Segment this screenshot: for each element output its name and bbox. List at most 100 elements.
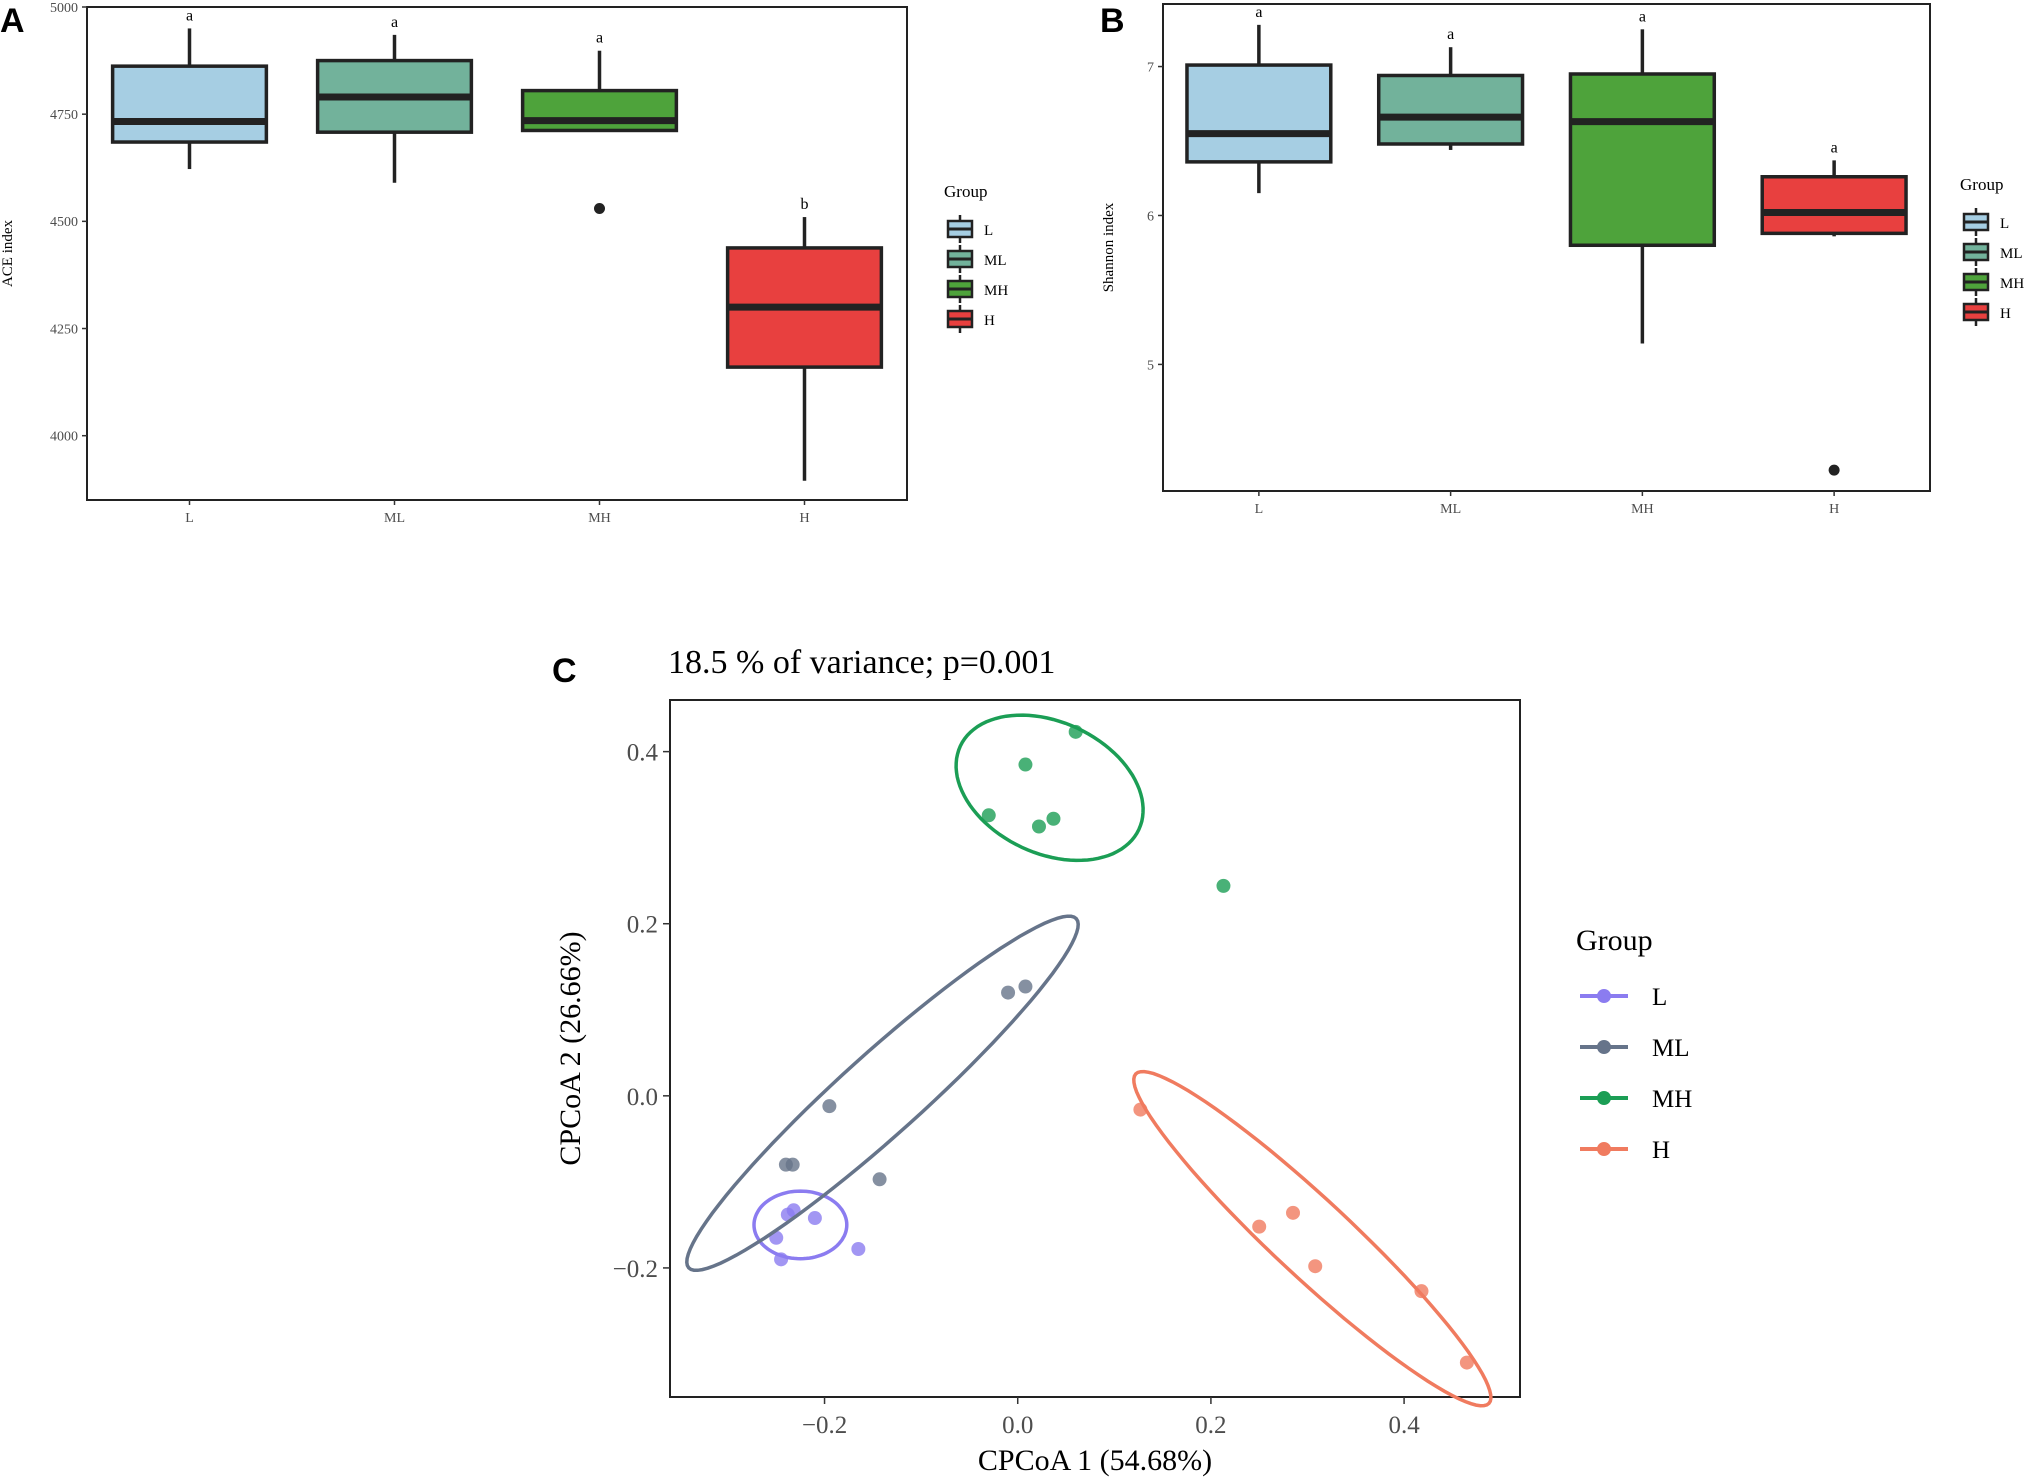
ace-legend-label-ML: ML <box>984 253 1007 269</box>
cpcoa-point-H <box>1308 1259 1323 1274</box>
shannon-ylabel: Shannon index <box>1101 202 1117 292</box>
cpcoa-title: 18.5 % of variance; p=0.001 <box>668 644 1055 681</box>
shannon-legend-title: Group <box>1960 175 2003 194</box>
cpcoa-point-MH <box>981 808 996 823</box>
shannon-box-L <box>1185 63 1333 164</box>
cpcoa-point-ML <box>872 1172 887 1187</box>
cpcoa-ellipse-H <box>1132 1069 1493 1408</box>
cpcoa-point-MH <box>1018 757 1033 772</box>
cpcoa-scatter: −0.2 0.0 0.2 0.4 −0.2 0.0 0.2 0.4 CPCoA 1 (54.68… <box>554 699 1521 1477</box>
cpcoa-point-L <box>774 1252 789 1267</box>
cpcoa-legend-dot-ML <box>1597 1040 1611 1054</box>
ace-legend: Group L ML MH H <box>944 182 1008 333</box>
panel-b-letter: B <box>1100 2 1125 40</box>
shannon-sig-letter: a <box>1447 26 1454 43</box>
cpcoa-ellipse-MH <box>954 713 1145 863</box>
shannon-xtick-label: H <box>1829 502 1839 517</box>
ace-legend-label-L: L <box>984 223 993 239</box>
cpcoa-point-MH <box>1031 819 1046 834</box>
ace-sig-letter: a <box>596 30 603 47</box>
ace-xtick-label: H <box>799 511 809 526</box>
shannon-box-ML <box>1376 73 1525 146</box>
cpcoa-point-MH <box>1046 811 1061 826</box>
shannon-ytick-label: 7 <box>1147 60 1154 75</box>
shannon-legend-label-MH: MH <box>2000 276 2024 292</box>
ace-sig-letter: a <box>186 7 193 24</box>
cpcoa-legend-label-ML: ML <box>1652 1035 1690 1062</box>
cpcoa-point-ML <box>1001 985 1016 1000</box>
ace-boxplot: 4000 4250 4500 4750 5000 ACE index a La ML a MH b H <box>0 1 908 526</box>
cpcoa-xtick-label: 0.4 <box>1388 1412 1420 1439</box>
cpcoa-point-MH <box>1216 878 1231 893</box>
ace-sig-letter: a <box>391 14 398 31</box>
cpcoa-legend: Group L ML MH H <box>1576 924 1692 1164</box>
cpcoa-point-H <box>1286 1205 1301 1220</box>
shannon-ytick-label: 5 <box>1147 358 1154 373</box>
ace-ytick-label: 4500 <box>50 215 78 230</box>
shannon-legend-label-H: H <box>2000 306 2011 322</box>
cpcoa-legend-label-L: L <box>1652 984 1667 1011</box>
ace-ytick-label: 4000 <box>50 430 78 445</box>
shannon-legend: Group L ML MH H <box>1960 175 2024 326</box>
cpcoa-point-H <box>1252 1219 1267 1234</box>
shannon-outlier <box>1828 464 1840 476</box>
ace-frame <box>86 6 908 501</box>
ace-box-MH <box>520 88 679 133</box>
cpcoa-ytick-label: 0.0 <box>627 1084 658 1111</box>
panel-c-letter: C <box>552 652 577 690</box>
cpcoa-legend-title: Group <box>1576 924 1653 957</box>
shannon-box-MH <box>1568 72 1717 248</box>
ace-legend-title: Group <box>944 182 987 201</box>
shannon-legend-label-L: L <box>2000 216 2009 232</box>
cpcoa-point-MH <box>1068 724 1083 739</box>
ace-outlier <box>594 202 605 214</box>
cpcoa-ytick-label: 0.4 <box>627 740 659 767</box>
cpcoa-ytick-label: 0.2 <box>627 912 658 939</box>
ace-xtick-label: MH <box>588 511 611 526</box>
cpcoa-point-L <box>851 1241 866 1256</box>
cpcoa-legend-label-MH: MH <box>1652 1086 1692 1113</box>
cpcoa-legend-dot-H <box>1597 1142 1611 1156</box>
cpcoa-point-ML <box>785 1157 800 1172</box>
shannon-xtick-label: ML <box>1440 502 1461 517</box>
panel-a-letter: A <box>0 2 25 40</box>
cpcoa-legend-dot-MH <box>1597 1091 1611 1105</box>
shannon-legend-label-ML: ML <box>2000 246 2023 262</box>
ace-ytick-label: 5000 <box>50 1 78 16</box>
ace-xtick-label: ML <box>384 511 405 526</box>
ace-ytick-label: 4750 <box>50 108 78 123</box>
ace-box-L <box>110 64 269 144</box>
shannon-frame <box>1162 3 1931 492</box>
ace-ytick-label: 4250 <box>50 322 78 337</box>
cpcoa-point-ML <box>1018 979 1033 994</box>
cpcoa-xtick-label: 0.0 <box>1002 1412 1033 1439</box>
cpcoa-point-H <box>1459 1355 1474 1370</box>
ace-xtick-label: L <box>185 511 194 526</box>
ace-sig-letter: b <box>801 196 809 213</box>
cpcoa-point-H <box>1414 1284 1429 1299</box>
cpcoa-frame <box>669 699 1521 1398</box>
cpcoa-point-ML <box>822 1099 837 1114</box>
ace-legend-label-MH: MH <box>984 283 1008 299</box>
ace-legend-label-H: H <box>984 313 995 329</box>
cpcoa-xlabel: CPCoA 1 (54.68%) <box>978 1444 1212 1477</box>
cpcoa-point-L <box>807 1211 822 1226</box>
cpcoa-ylabel: CPCoA 2 (26.66%) <box>554 931 587 1165</box>
shannon-box-H <box>1760 175 1908 236</box>
cpcoa-xtick-label: −0.2 <box>802 1412 847 1439</box>
cpcoa-ellipse-L <box>752 1189 849 1261</box>
cpcoa-xtick-label: 0.2 <box>1195 1412 1226 1439</box>
shannon-sig-letter: a <box>1831 139 1838 156</box>
shannon-sig-letter: a <box>1255 4 1262 21</box>
cpcoa-legend-label-H: H <box>1652 1137 1670 1164</box>
cpcoa-ytick-label: −0.2 <box>613 1256 658 1283</box>
shannon-xtick-label: L <box>1255 502 1264 517</box>
ace-ylabel: ACE index <box>0 219 16 287</box>
shannon-sig-letter: a <box>1639 8 1646 25</box>
cpcoa-point-H <box>1133 1102 1148 1117</box>
cpcoa-ellipse-ML <box>685 914 1080 1273</box>
cpcoa-legend-dot-L <box>1597 989 1611 1003</box>
shannon-boxplot: 5 6 7 Shannon index a La ML a MH a H <box>1101 3 1931 517</box>
shannon-xtick-label: MH <box>1631 502 1654 517</box>
